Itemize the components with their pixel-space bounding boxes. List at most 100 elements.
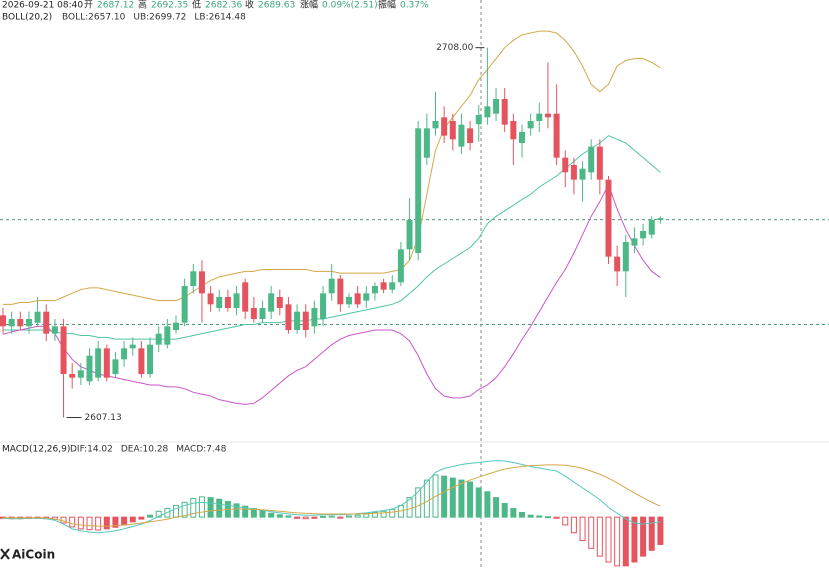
macd-bar bbox=[588, 516, 595, 549]
candle-body bbox=[475, 115, 482, 125]
macd-bar bbox=[562, 516, 569, 526]
macd-bar bbox=[363, 513, 370, 518]
candle-body bbox=[640, 231, 647, 239]
macd-bar bbox=[657, 516, 664, 545]
candle-body bbox=[346, 297, 352, 305]
macd-bar bbox=[501, 502, 508, 518]
indicator-label: MACD(12,26,9) bbox=[2, 445, 70, 455]
candle-body bbox=[302, 311, 309, 330]
candle-body bbox=[501, 99, 508, 125]
macd-bar bbox=[337, 516, 344, 519]
candle-body bbox=[198, 271, 205, 294]
candle-body bbox=[155, 333, 162, 345]
header-date: 2026-09-21 08:40 bbox=[2, 1, 83, 11]
macd-bar bbox=[389, 508, 396, 518]
candle-body bbox=[268, 293, 275, 312]
candle-body bbox=[493, 99, 500, 114]
candle-body bbox=[631, 238, 638, 246]
macd-bar bbox=[207, 497, 214, 518]
header-label: 振幅 bbox=[378, 0, 396, 11]
candle-body bbox=[570, 165, 577, 180]
macd-bar bbox=[579, 516, 586, 542]
candle-body bbox=[389, 282, 396, 290]
macd-bar bbox=[86, 516, 93, 531]
candle-body bbox=[544, 113, 551, 118]
macd-bar bbox=[276, 514, 283, 518]
candle-body bbox=[596, 146, 603, 180]
candle-body bbox=[17, 319, 24, 327]
candle-body bbox=[553, 113, 560, 158]
macd-bar bbox=[259, 510, 266, 518]
candle-body bbox=[484, 106, 491, 118]
macd-bar bbox=[285, 515, 292, 518]
macd-bar bbox=[553, 516, 560, 519]
macd-bar bbox=[475, 487, 482, 518]
macd-bar bbox=[458, 479, 465, 518]
min-label: 2607.13 bbox=[85, 413, 122, 423]
candle-body bbox=[657, 218, 664, 220]
header-value: 2689.63 bbox=[258, 1, 295, 11]
legend-entry: DIF:14.02 bbox=[70, 445, 113, 455]
macd-bar bbox=[423, 479, 430, 518]
header-value: 2687.12 bbox=[97, 1, 134, 11]
candle-body bbox=[397, 249, 404, 283]
candle-body bbox=[216, 297, 223, 308]
candle-body bbox=[648, 220, 655, 235]
watermark: AiCoin bbox=[0, 548, 55, 562]
candle-body bbox=[519, 132, 525, 143]
candle-body bbox=[69, 374, 76, 378]
candle-body bbox=[103, 348, 110, 378]
boll-line bbox=[2, 183, 661, 405]
macd-bar bbox=[233, 503, 240, 518]
macd-bar bbox=[631, 516, 638, 563]
candle-body bbox=[77, 370, 84, 378]
candle-body bbox=[259, 308, 266, 319]
macd-bar bbox=[112, 516, 119, 528]
candle-body bbox=[354, 293, 361, 305]
candle-body bbox=[138, 348, 145, 374]
macd-line bbox=[2, 460, 661, 534]
macd-bar bbox=[302, 516, 309, 520]
candle-body bbox=[190, 271, 197, 286]
macd-bar bbox=[527, 514, 534, 518]
macd-bar bbox=[242, 505, 249, 518]
candle-body bbox=[276, 297, 283, 308]
candle-body bbox=[242, 282, 249, 312]
macd-bar bbox=[605, 516, 612, 563]
macd-bar bbox=[640, 516, 647, 557]
candle-body bbox=[449, 121, 456, 140]
candle-body bbox=[510, 121, 517, 140]
candle-body bbox=[441, 117, 448, 136]
header-value: 0.37% bbox=[400, 1, 429, 11]
candle-body bbox=[579, 168, 586, 180]
candle-body bbox=[527, 121, 534, 129]
candle-body bbox=[164, 326, 171, 345]
legend-entry: DEA:10.28 bbox=[121, 445, 169, 455]
macd-bar bbox=[129, 516, 136, 523]
legend-entry: LB:2614.48 bbox=[194, 13, 246, 23]
macd-bar bbox=[622, 516, 629, 567]
watermark-icon bbox=[0, 548, 10, 560]
candle-body bbox=[173, 322, 179, 330]
macd-bar bbox=[155, 510, 162, 518]
macd-bar bbox=[268, 512, 275, 518]
candle-body bbox=[294, 311, 301, 330]
candle-body bbox=[147, 344, 154, 374]
macd-bar bbox=[173, 504, 179, 518]
boll-line bbox=[3, 135, 661, 340]
candle-body bbox=[622, 242, 629, 272]
candle-body bbox=[25, 319, 32, 327]
legend-entry: UB:2699.72 bbox=[133, 13, 186, 23]
indicator-label: BOLL(20,2) bbox=[2, 13, 52, 23]
candle-body bbox=[415, 128, 422, 253]
macd-bar bbox=[519, 511, 525, 518]
candle-body bbox=[320, 293, 327, 319]
candle-body bbox=[95, 348, 102, 378]
header-label: 涨幅 bbox=[300, 0, 318, 11]
candle-body bbox=[207, 293, 214, 305]
header-value: 2692.35 bbox=[151, 1, 188, 11]
candle-body bbox=[0, 315, 6, 327]
candle-body bbox=[614, 256, 621, 272]
macd-bar bbox=[544, 516, 551, 519]
macd-bar bbox=[69, 516, 76, 528]
